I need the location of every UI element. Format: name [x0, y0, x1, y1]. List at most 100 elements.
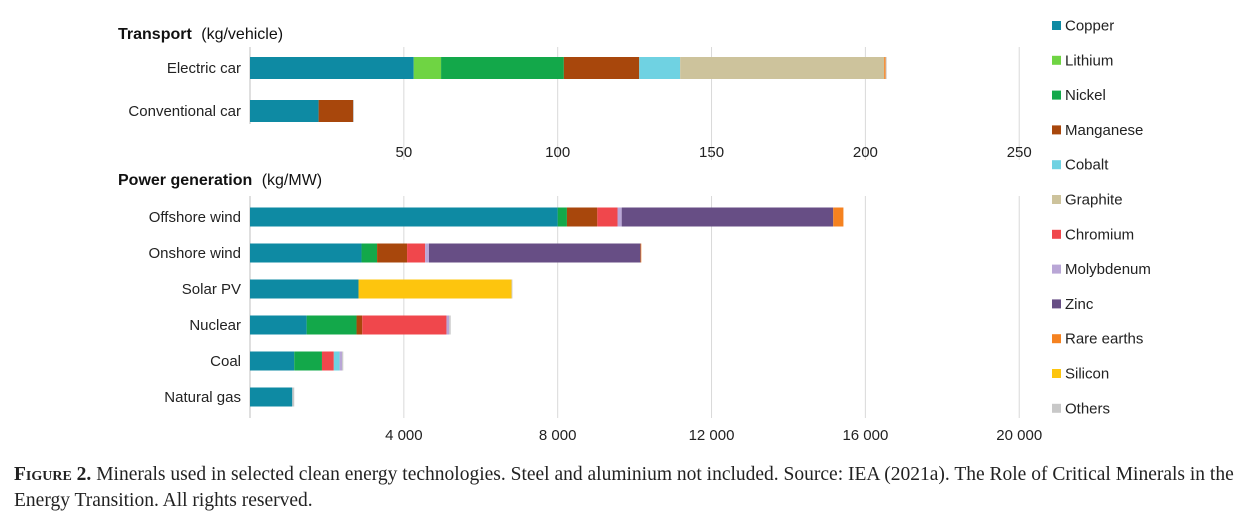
- legend-swatch-molybdenum: [1052, 264, 1061, 274]
- legend-swatch-chromium: [1052, 229, 1061, 239]
- power-bar-onshore-wind-manganese: [377, 243, 408, 263]
- power-tick-label: 20 000: [996, 427, 1042, 444]
- power-bar-coal-others: [342, 351, 344, 371]
- transport-tick-label: 100: [545, 144, 570, 161]
- power-tick-label: 8 000: [539, 427, 577, 444]
- legend-swatch-copper: [1052, 21, 1061, 30]
- power-bar-offshore-wind-nickel: [557, 207, 567, 227]
- power-tick-label: 4 000: [385, 427, 423, 444]
- legend: Copper Lithium Nickel Manganese Cobalt Graphi…: [1052, 18, 1151, 417]
- power-category-label: Offshore wind: [149, 209, 241, 226]
- power-title: Power generation (kg/MW): [118, 172, 322, 189]
- power-category-label: Natural gas: [164, 389, 241, 406]
- transport-bar-conventional-car-copper: [250, 100, 319, 122]
- transport-title-unit: (kg/vehicle): [201, 26, 283, 43]
- power-bar-solar-pv-others: [511, 279, 513, 299]
- power-bar-offshore-wind-molybdenum: [617, 207, 622, 227]
- transport-category-label: Electric car: [167, 60, 241, 77]
- power-category-label: Solar PV: [182, 281, 241, 298]
- transport-title-text: Transport: [118, 26, 192, 43]
- transport-bar-electric-car-copper: [250, 57, 414, 79]
- transport-bar-electric-car-manganese: [563, 57, 640, 79]
- power-category-label: Coal: [210, 353, 241, 370]
- power-bar-nuclear-manganese: [356, 315, 363, 335]
- legend-swatch-nickel: [1052, 90, 1061, 100]
- power-bar-solar-pv-copper: [250, 279, 359, 299]
- legend-swatch-rare-earths: [1052, 334, 1061, 344]
- power-tick-label: 16 000: [842, 427, 888, 444]
- power-title-text: Power generation: [118, 172, 252, 189]
- power-title-unit: (kg/MW): [262, 172, 322, 189]
- power-bar-coal-chromium: [321, 351, 334, 371]
- transport-panel: Transport (kg/vehicle) Electric car Conve…: [118, 26, 1032, 161]
- power-bar-nuclear-nickel: [306, 315, 357, 335]
- transport-bar-conventional-car-manganese: [318, 100, 354, 122]
- power-bar-onshore-wind-nickel: [361, 243, 378, 263]
- transport-tick-label: 200: [853, 144, 878, 161]
- transport-tick-label: 150: [699, 144, 724, 161]
- power-bar-offshore-wind-rare-earths: [833, 207, 844, 227]
- power-bar-onshore-wind-rare-earths: [640, 243, 642, 263]
- transport-bar-electric-car-graphite: [680, 57, 885, 79]
- legend-swatch-cobalt: [1052, 160, 1061, 170]
- power-bar-natural-gas-copper: [250, 387, 293, 407]
- power-bar-natural-gas-others: [292, 387, 295, 407]
- power-category-label: Nuclear: [189, 317, 241, 334]
- transport-title: Transport (kg/vehicle): [118, 26, 283, 43]
- power-bar-offshore-wind-zinc: [621, 207, 834, 227]
- legend-label-molybdenum: Molybdenum: [1065, 261, 1151, 278]
- figure-caption: Figure 2. Minerals used in selected clea…: [14, 462, 1250, 514]
- legend-swatch-silicon: [1052, 369, 1061, 378]
- transport-category-labels: Electric car Conventional car: [128, 60, 241, 120]
- transport-category-label: Conventional car: [128, 103, 241, 120]
- power-bars: [250, 207, 844, 407]
- power-bar-offshore-wind-copper: [250, 207, 558, 227]
- power-tick-labels: 4 000 8 000 12 000 16 000 20 000: [385, 427, 1042, 444]
- legend-swatch-manganese: [1052, 125, 1061, 135]
- transport-bar-electric-car-lithium: [413, 57, 442, 79]
- legend-label-silicon: Silicon: [1065, 366, 1109, 383]
- power-category-label: Onshore wind: [148, 245, 241, 262]
- transport-bar-electric-car-rare-earths: [884, 57, 886, 79]
- transport-tick-labels: 50 100 150 200 250: [396, 144, 1032, 161]
- legend-label-copper: Copper: [1065, 18, 1114, 35]
- power-panel: Power generation (kg/MW) Offshore wind On…: [118, 172, 1042, 444]
- transport-bars: [250, 57, 887, 122]
- legend-label-manganese: Manganese: [1065, 122, 1143, 139]
- transport-bar-conventional-car-others: [353, 100, 354, 122]
- legend-label-nickel: Nickel: [1065, 87, 1106, 104]
- power-bar-coal-copper: [250, 351, 295, 371]
- power-bar-nuclear-molybdenum: [446, 315, 450, 335]
- legend-label-graphite: Graphite: [1065, 192, 1123, 209]
- legend-label-lithium: Lithium: [1065, 52, 1113, 69]
- power-bar-coal-cobalt: [333, 351, 340, 371]
- transport-tick-label: 50: [396, 144, 413, 161]
- transport-bar-electric-car-cobalt: [639, 57, 681, 79]
- legend-label-rare-earths: Rare earths: [1065, 331, 1143, 348]
- power-tick-label: 12 000: [689, 427, 735, 444]
- transport-bar-electric-car-nickel: [441, 57, 564, 79]
- caption-text: Minerals used in selected clean energy t…: [14, 464, 1234, 511]
- legend-swatch-graphite: [1052, 195, 1061, 204]
- power-bar-onshore-wind-chromium: [407, 243, 426, 263]
- legend-swatch-zinc: [1052, 299, 1061, 309]
- figure-chart: Transport (kg/vehicle) Electric car Conve…: [118, 18, 1151, 445]
- figure-number: Figure 2.: [14, 464, 92, 485]
- power-bar-onshore-wind-molybdenum: [425, 243, 429, 263]
- legend-label-cobalt: Cobalt: [1065, 157, 1109, 174]
- legend-label-others: Others: [1065, 400, 1110, 417]
- power-bar-onshore-wind-copper: [250, 243, 362, 263]
- power-bar-offshore-wind-chromium: [597, 207, 618, 227]
- power-gridlines: [249, 196, 1020, 418]
- legend-swatch-others: [1052, 403, 1061, 413]
- transport-tick-label: 250: [1007, 144, 1032, 161]
- power-category-labels: Offshore wind Onshore wind Solar PV Nuclear…: [148, 209, 241, 406]
- power-bar-offshore-wind-manganese: [566, 207, 598, 227]
- power-bar-solar-pv-silicon: [358, 279, 512, 299]
- transport-bar-electric-car-others: [885, 57, 887, 79]
- legend-swatch-lithium: [1052, 55, 1061, 65]
- power-bar-nuclear-others: [449, 315, 451, 335]
- power-bar-nuclear-copper: [250, 315, 307, 335]
- power-bar-coal-molybdenum: [339, 351, 343, 371]
- power-bar-onshore-wind-zinc: [428, 243, 641, 263]
